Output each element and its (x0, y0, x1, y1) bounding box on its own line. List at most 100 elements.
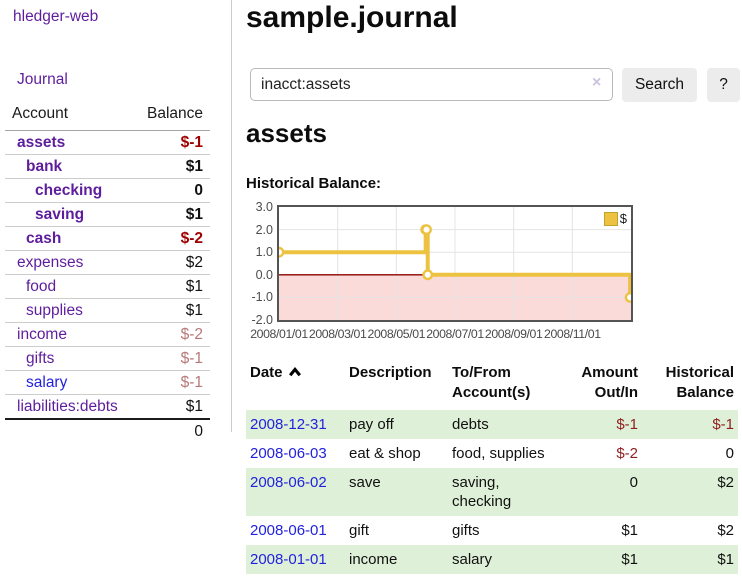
account-row: expenses $2 (5, 250, 210, 275)
transaction-description: save (349, 474, 381, 491)
account-link-cash[interactable]: cash (26, 230, 62, 247)
historical-balance-chart: 3.0 2.0 1.0 0.0 -1.0 -2.0 $ 2008/01/01 2008/03… (246, 200, 642, 343)
account-balance: $1 (134, 394, 210, 420)
brand-link[interactable]: hledger-web (13, 8, 99, 25)
account-link-salary[interactable]: salary (26, 374, 68, 391)
register-row: 2008-01-01 income salary $1 $1 (246, 545, 738, 574)
account-row: salary $-1 (5, 370, 210, 395)
transaction-amount: $-2 (616, 445, 638, 462)
account-row: bank $1 (5, 154, 210, 179)
account-link-supplies[interactable]: supplies (26, 302, 83, 319)
account-row: income $-2 (5, 322, 210, 347)
transaction-balance: $-1 (712, 416, 734, 433)
help-button[interactable]: ? (707, 68, 740, 102)
clear-search-icon[interactable]: × (592, 74, 602, 91)
account-row: checking 0 (5, 178, 210, 203)
search-button[interactable]: Search (622, 68, 697, 102)
register-header-balance: Historical Balance (665, 364, 734, 401)
account-link-saving[interactable]: saving (35, 206, 85, 223)
register-header-description: Description (349, 364, 432, 381)
account-link-checking[interactable]: checking (35, 182, 103, 199)
chart-y-axis: 3.0 2.0 1.0 0.0 -1.0 -2.0 (246, 200, 273, 327)
x-tick-label: 2008/11/01 (544, 327, 601, 341)
transaction-amount: $1 (621, 551, 638, 568)
account-balance: $-1 (134, 346, 210, 371)
y-tick-label: -1.0 (251, 290, 273, 305)
account-link-liabilities-debts[interactable]: liabilities:debts (17, 398, 118, 415)
accounts-header-account: Account (5, 101, 135, 131)
y-tick-label: 2.0 (255, 222, 273, 237)
transaction-description: gift (349, 522, 370, 539)
accounts-table: Account Balance assets $-1 bank $1 checkin… (5, 101, 210, 443)
account-balance: $1 (134, 274, 210, 299)
account-row: assets $-1 (5, 130, 210, 155)
transaction-balance: $2 (717, 474, 734, 491)
transaction-balance: $1 (717, 551, 734, 568)
chart-canvas (279, 207, 631, 320)
chart-x-axis: 2008/01/01 2008/03/01 2008/05/01 2008/07/01… (250, 327, 631, 342)
transaction-date-link[interactable]: 2008-06-02 (250, 474, 327, 491)
accounts-total-row: 0 (5, 418, 210, 443)
register-row: 2008-06-03 eat & shop food, supplies $-2… (246, 439, 738, 468)
account-balance: $1 (134, 154, 210, 179)
account-row: cash $-2 (5, 226, 210, 251)
x-tick-label: 2008/05/01 (367, 327, 426, 341)
account-balance: $-1 (134, 130, 210, 155)
register-row: 2008-06-01 gift gifts $1 $2 (246, 516, 738, 545)
account-link-expenses[interactable]: expenses (17, 254, 84, 271)
search-input[interactable] (250, 68, 613, 101)
transaction-description: income (349, 551, 398, 568)
account-balance: 0 (134, 178, 210, 203)
y-tick-label: 0.0 (255, 267, 273, 282)
chart-plot-area: $ (277, 205, 633, 322)
transaction-accounts: salary (452, 551, 493, 568)
sort-up-icon (288, 366, 301, 377)
account-link-assets[interactable]: assets (17, 134, 66, 151)
account-link-income[interactable]: income (17, 326, 67, 343)
chart-legend: $ (603, 211, 627, 226)
transaction-accounts: gifts (452, 522, 480, 539)
account-balance: $-2 (134, 322, 210, 347)
transaction-date-link[interactable]: 2008-12-31 (250, 416, 327, 433)
page-title: sample.journal (246, 1, 458, 34)
transaction-date-link[interactable]: 2008-01-01 (250, 551, 327, 568)
account-balance: $-1 (134, 370, 210, 395)
x-tick-label: 2008/03/01 (308, 327, 367, 341)
account-heading: assets (246, 118, 327, 148)
account-row: supplies $1 (5, 298, 210, 323)
account-row: gifts $-1 (5, 346, 210, 371)
sidebar-item-journal[interactable]: Journal (17, 71, 68, 88)
register-header-row: Date Description To/From Account(s) Amou… (246, 359, 738, 410)
accounts-header-row: Account Balance (5, 101, 210, 131)
transaction-amount: 0 (629, 474, 638, 491)
transaction-date-link[interactable]: 2008-06-01 (250, 522, 327, 539)
account-link-gifts[interactable]: gifts (26, 350, 55, 367)
register-header-accounts: To/From Account(s) (452, 364, 531, 401)
legend-label: $ (619, 211, 627, 226)
accounts-total-value: 0 (134, 418, 210, 443)
register-row: 2008-06-02 save saving, checking 0 $2 (246, 468, 738, 516)
transaction-accounts: saving, checking (452, 474, 512, 510)
register-table: Date Description To/From Account(s) Amou… (246, 359, 738, 574)
transaction-balance: 0 (725, 445, 734, 462)
account-row: saving $1 (5, 202, 210, 227)
x-tick-label: 2008/07/01 (426, 327, 484, 341)
account-row: liabilities:debts $1 (5, 394, 210, 420)
transaction-amount: $1 (621, 522, 638, 539)
account-row: food $1 (5, 274, 210, 299)
accounts-header-balance: Balance (134, 101, 210, 131)
transaction-balance: $2 (717, 522, 734, 539)
account-balance: $1 (134, 202, 210, 227)
account-link-bank[interactable]: bank (26, 158, 63, 175)
register-header-date[interactable]: Date (246, 359, 345, 410)
transaction-description: pay off (349, 416, 394, 433)
chart-title: Historical Balance: (246, 175, 382, 192)
account-balance: $1 (134, 298, 210, 323)
account-balance: $-2 (134, 226, 210, 251)
account-link-food[interactable]: food (26, 278, 57, 295)
legend-swatch-icon (603, 211, 618, 226)
register-header-amount: Amount Out/In (581, 364, 638, 401)
transaction-date-link[interactable]: 2008-06-03 (250, 445, 327, 462)
y-tick-label: 1.0 (255, 245, 273, 260)
